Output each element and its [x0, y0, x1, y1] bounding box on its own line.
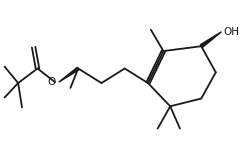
Text: OH: OH	[224, 27, 240, 37]
Polygon shape	[200, 32, 222, 48]
Text: O: O	[48, 77, 56, 87]
Polygon shape	[59, 67, 79, 82]
